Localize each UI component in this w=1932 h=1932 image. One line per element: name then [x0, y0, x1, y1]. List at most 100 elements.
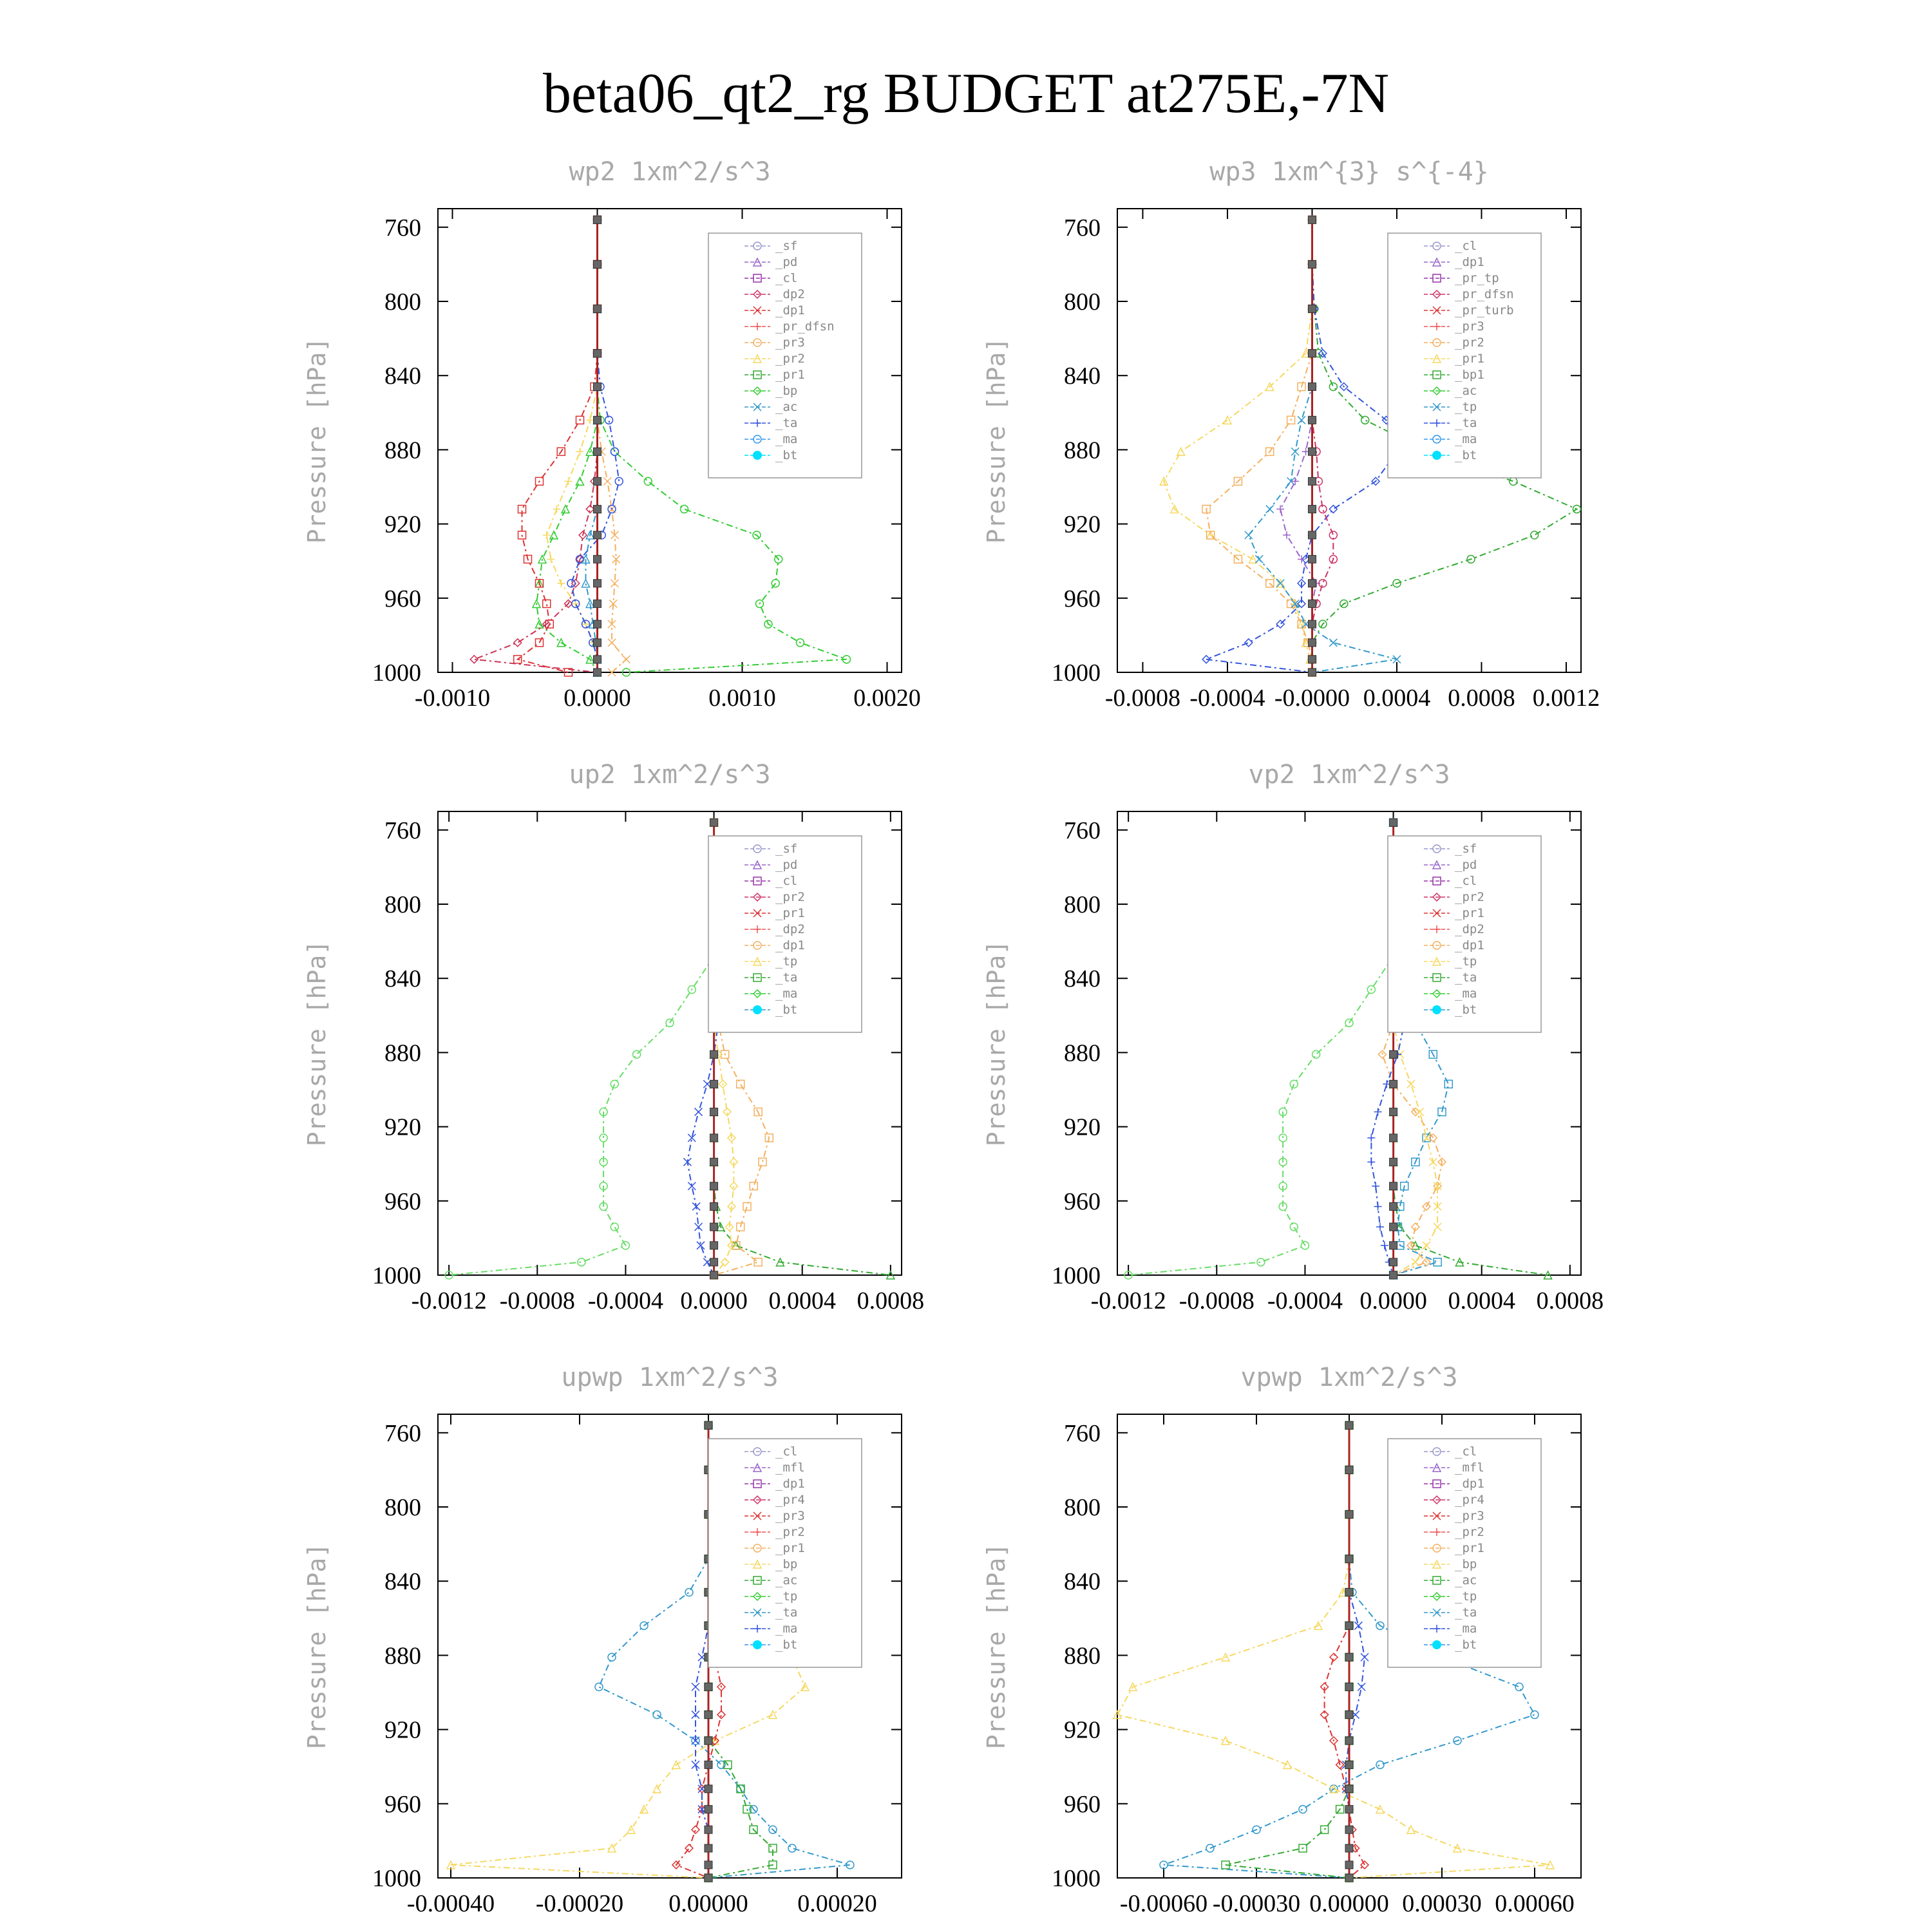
legend-marker — [1432, 909, 1441, 918]
data-point — [1360, 1653, 1369, 1662]
data-point — [720, 1257, 730, 1267]
data-point — [593, 638, 601, 647]
data-point — [774, 554, 783, 564]
data-point — [694, 1108, 703, 1117]
y-tick-label: 920 — [384, 1717, 421, 1744]
data-point — [535, 619, 544, 629]
series-ta — [1202, 215, 1402, 677]
data-point — [1345, 1421, 1354, 1430]
data-point — [687, 1182, 696, 1191]
data-point — [547, 555, 555, 564]
legend-label: _bp — [775, 1557, 797, 1571]
data-point — [1220, 1652, 1231, 1662]
data-point — [446, 1860, 456, 1870]
data-point — [716, 1682, 726, 1692]
legend-marker — [753, 909, 762, 918]
legend: _sf _pd _cl _pr2 _pr1 _dp2 _dp1 _tp _ta _ma _bt — [1387, 835, 1542, 1033]
data-point — [1389, 1241, 1398, 1250]
data-point — [535, 477, 544, 486]
y-tick-label: 880 — [1064, 1642, 1101, 1669]
legend-marker — [1432, 257, 1442, 267]
data-point — [1307, 579, 1316, 588]
x-tick-label: -0.0012 — [1091, 1287, 1166, 1314]
data-point — [704, 1804, 713, 1814]
data-point — [575, 476, 585, 486]
data-point — [542, 599, 551, 609]
data-point — [749, 1182, 759, 1191]
panel-title: vpwp 1xm^2/s^3 — [1240, 1363, 1457, 1392]
legend-label: _tp — [1455, 400, 1477, 414]
legend-marker — [752, 989, 762, 999]
legend-marker — [753, 1528, 761, 1536]
data-point — [1374, 1108, 1382, 1116]
data-point — [593, 260, 601, 269]
legend-marker — [1433, 419, 1441, 427]
y-axis-label: Pressure [hPa] — [303, 1543, 331, 1749]
data-point — [687, 985, 697, 994]
data-point — [593, 620, 601, 629]
data-point — [691, 1736, 700, 1745]
legend-label: _pd — [775, 255, 797, 269]
legend-label: _mfl — [1455, 1461, 1484, 1475]
panel-title: vp2 1xm^2/s^3 — [1248, 760, 1450, 790]
legend-label: _tp — [1455, 954, 1477, 969]
panel-6: vpwp 1xm^2/s^3 Pressure [hPa] 760 800 840 880… — [982, 1363, 1582, 1917]
data-point — [729, 1181, 739, 1191]
data-point — [710, 818, 719, 827]
legend-marker — [753, 941, 762, 950]
data-point — [710, 1108, 719, 1117]
legend-marker — [753, 338, 762, 347]
y-tick-label: 920 — [384, 1114, 421, 1141]
y-tick-label: 840 — [384, 1568, 421, 1595]
legend-label: _pr1 — [775, 906, 805, 920]
data-point — [1345, 1653, 1354, 1662]
legend-marker — [753, 1005, 762, 1014]
data-point — [607, 1843, 617, 1853]
data-point — [710, 1202, 719, 1211]
data-point — [1248, 554, 1258, 564]
legend-label: _ma — [775, 987, 797, 1001]
legend-label: _pr2 — [1455, 890, 1484, 904]
data-point — [749, 1804, 758, 1814]
x-tick-label: 0.0004 — [1363, 685, 1431, 712]
data-point — [549, 530, 559, 540]
x-tick-label: 0.00000 — [668, 1890, 748, 1917]
data-point — [1345, 1510, 1354, 1519]
data-point — [607, 668, 616, 677]
data-point — [749, 1825, 758, 1834]
data-point — [1345, 1555, 1354, 1564]
legend-label: _ac — [775, 400, 797, 414]
data-point — [1307, 447, 1316, 456]
data-point — [1159, 1861, 1168, 1870]
legend-label: _cl — [775, 271, 797, 285]
data-point — [577, 1258, 586, 1267]
data-point — [1206, 1844, 1215, 1853]
data-point — [735, 1079, 745, 1089]
x-tick-label: -0.0004 — [588, 1287, 663, 1314]
data-point — [1367, 1158, 1376, 1166]
data-point — [1289, 1222, 1299, 1231]
data-point — [1357, 1682, 1366, 1691]
legend-marker — [1432, 1005, 1441, 1014]
data-point — [768, 1861, 777, 1870]
data-point — [1422, 1133, 1431, 1142]
data-point — [1291, 447, 1300, 456]
legend-label: _cl — [1455, 1444, 1477, 1459]
data-point — [1367, 985, 1376, 994]
data-point — [593, 505, 601, 514]
data-point — [1329, 504, 1338, 514]
series-pr4 — [1320, 1421, 1370, 1883]
y-tick-label: 1000 — [1052, 659, 1101, 687]
legend-label: _tp — [775, 954, 797, 969]
legend-marker — [752, 386, 762, 396]
data-point — [1345, 1785, 1354, 1794]
data-point — [652, 1784, 662, 1794]
data-point — [1466, 554, 1475, 564]
x-tick-label: -0.00030 — [1213, 1890, 1300, 1917]
legend-marker — [753, 1479, 762, 1488]
data-point — [557, 579, 565, 587]
data-point — [1265, 447, 1274, 457]
legend-label: _bt — [1455, 448, 1477, 462]
legend-label: _bt — [775, 1003, 797, 1017]
